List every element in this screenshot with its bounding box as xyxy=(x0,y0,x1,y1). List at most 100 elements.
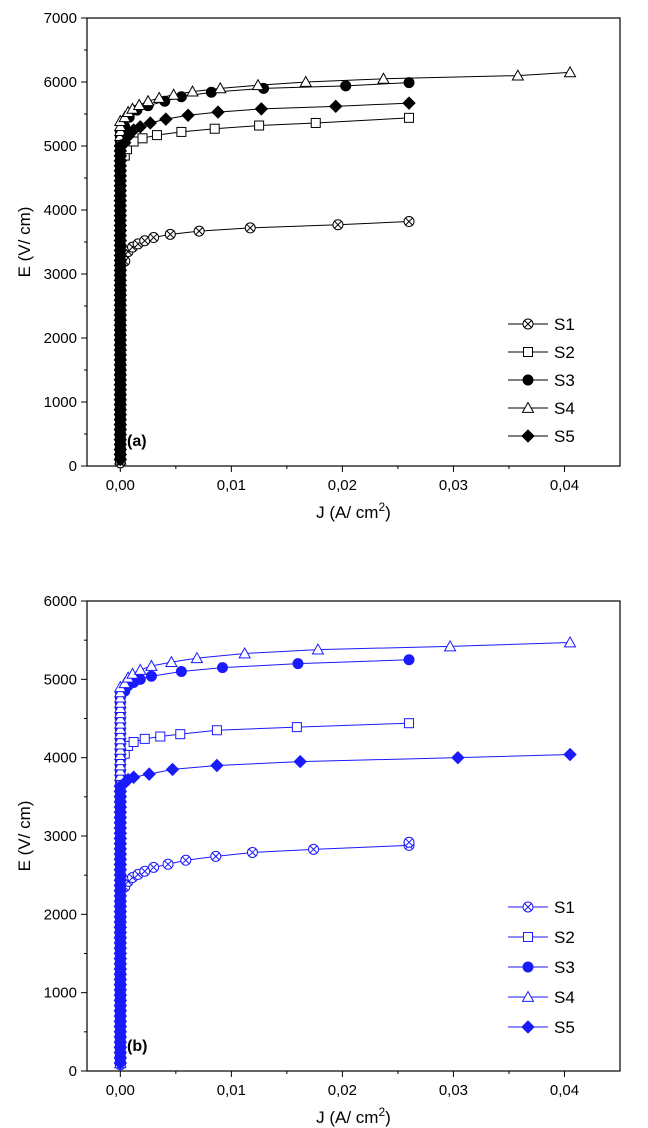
panel-b-series-s4-point-shape xyxy=(563,635,577,648)
panel-b-series-s1-point-cross-b xyxy=(309,845,318,854)
panel-a-legend: S1 S2 S3 S4 S5 xyxy=(508,315,575,446)
panel-a-series-s1-point-cross-b xyxy=(195,227,204,236)
panel-a-y-axis-label: E (V/ cm) xyxy=(15,207,34,278)
panel-a-series-s5-point xyxy=(133,120,148,134)
legend-label: S3 xyxy=(554,958,575,977)
legend-label: S1 xyxy=(554,315,575,334)
panel-a-series-s2-point xyxy=(404,112,415,123)
panel-b-y-tick-label: 3000 xyxy=(44,828,77,845)
panel-b-series-s3-point-shape xyxy=(403,654,415,666)
panel-a-x-axis-label-text: J (A/ cm xyxy=(316,503,378,522)
panel-b-series-s2-point xyxy=(155,731,166,742)
panel-b-series-s5-line xyxy=(119,754,571,1064)
panel-a-series-s4-point-shape xyxy=(152,91,166,103)
panel-b-series-s1-point xyxy=(210,850,222,862)
panel-a-series-s1-point-cross-b xyxy=(246,223,255,232)
panel-b-x-tick-label: 0,03 xyxy=(439,1082,468,1099)
panel-b-series-s5-point-shape xyxy=(563,747,577,762)
panel-a-series-s2-point xyxy=(254,120,265,131)
panel-a-series-s4-line xyxy=(119,71,571,460)
panel-a-series-s1-point xyxy=(244,222,256,234)
panel-a-series-s2-point-shape xyxy=(176,126,187,137)
panel-a-series-s4-point xyxy=(167,88,180,100)
panel-a-series-s1-point-cross-b xyxy=(334,220,342,229)
legend-marker xyxy=(521,1020,535,1034)
panel-a-series-s3-point-shape xyxy=(403,77,415,89)
panel-b-y-tick-label: 5000 xyxy=(44,671,77,688)
legend-entry-s1: S1 xyxy=(508,898,575,917)
legend-label: S4 xyxy=(554,988,575,1007)
legend-entry-s3: S3 xyxy=(508,371,575,390)
panel-a-panel-label: (a) xyxy=(127,433,147,450)
panel-b-series-s4-point xyxy=(238,646,252,659)
panel-a-series-s5-point xyxy=(159,112,173,126)
panel-b-series-s3-point xyxy=(403,654,415,666)
panel-b-series-s4-point-shape xyxy=(190,651,204,664)
panel-a-series-s3-line xyxy=(119,82,410,460)
panel-b-series-s5-point-shape xyxy=(451,750,465,765)
legend-marker-shape xyxy=(522,374,534,386)
panel-a-series-s4-point xyxy=(141,94,155,107)
panel-b-y-tick-label: 2000 xyxy=(44,906,77,923)
panel-b-series-s3-point-shape xyxy=(145,670,157,682)
legend-label: S3 xyxy=(554,371,575,390)
panel-b-series-s4-point xyxy=(311,643,325,655)
panel-a-series-s4-point-shape xyxy=(377,72,390,84)
panel-a-x-tick-label: 0,02 xyxy=(328,477,357,494)
legend-entry-s2: S2 xyxy=(508,343,575,362)
legend-marker xyxy=(522,374,534,386)
panel-a-series-s1-point xyxy=(193,225,205,237)
legend-marker-shape xyxy=(521,401,535,413)
panel-a-x-axis-label: J (A/ cm2) xyxy=(316,500,391,522)
legend-entry-s5: S5 xyxy=(508,1018,575,1037)
panel-a-y-tick-label: 6000 xyxy=(44,74,77,91)
panel-b-series-s4-point xyxy=(133,663,147,675)
panel-b-panel-label: (b) xyxy=(127,1038,147,1055)
panel-b-x-tick-label: 0,02 xyxy=(328,1082,357,1099)
panel-a-series-s5-point-shape xyxy=(181,108,195,122)
panel-b-series-s1-point xyxy=(162,858,174,870)
legend-label: S5 xyxy=(554,1018,575,1037)
panel-b-y-tick-label: 4000 xyxy=(44,750,77,767)
panel-a-x-tick-label: 0,01 xyxy=(217,477,246,494)
panel-a-series-s1-point xyxy=(403,216,415,228)
panel-b-series-s1-point-cross-b xyxy=(405,838,413,847)
panel-b-series-s5-point xyxy=(165,762,180,777)
panel-b-x-axis-label-superscript: 2 xyxy=(378,1105,385,1119)
panel-a-y-tick-label: 5000 xyxy=(44,138,77,155)
panel-a-series-s5-point xyxy=(254,102,269,116)
panel-a-series-s5-point xyxy=(211,105,225,119)
legend-marker xyxy=(522,318,534,330)
panel-a-series-s5-point-shape xyxy=(402,96,416,110)
panel-a-y-tick-label: 2000 xyxy=(44,330,77,347)
panel-a-series-s5 xyxy=(113,96,416,467)
panel-b-x-tick-label: 0,00 xyxy=(106,1082,135,1099)
panel-b-series-s5-point-shape xyxy=(210,758,224,773)
panel-a-series-s1-point xyxy=(332,219,344,231)
panel-b-series-s2-point-shape xyxy=(175,729,186,740)
panel-a-series-s3-point xyxy=(403,77,415,89)
panel-a-series-s2-point xyxy=(137,133,148,144)
panel-a-series-s4-point xyxy=(377,72,390,84)
panel-a-series-s1-point-cross-b xyxy=(166,230,175,239)
panel-b-series-s1-point xyxy=(403,836,415,848)
panel-b-series-s5-point xyxy=(142,767,156,781)
panel-b-series-s5-point-shape xyxy=(293,754,307,769)
panel-a-series-s5-point-shape xyxy=(133,120,148,134)
panel-b-series-s2-point-shape xyxy=(291,722,302,733)
panel-a-series-s4-point-shape xyxy=(213,81,227,94)
legend-marker-cross-b xyxy=(524,320,532,328)
panel-a-series-s5-line xyxy=(119,102,410,460)
legend-marker-shape xyxy=(521,429,535,443)
panel-a-x-axis-label-superscript: 2 xyxy=(378,500,385,514)
panel-b-series-s4-point-shape xyxy=(238,646,252,659)
panel-b-series-s3-point xyxy=(292,658,304,670)
panel-b-series-s1-point-cross-b xyxy=(140,867,149,876)
legend-label: S2 xyxy=(554,928,575,947)
panel-b-series-s1-point-cross-b xyxy=(211,852,220,861)
panel-a-series-s4-point xyxy=(132,98,146,110)
panel-b-series-s3-point-shape xyxy=(292,658,304,670)
panel-b-series-s2 xyxy=(115,718,415,1069)
panel-b-series-s4-point-shape xyxy=(145,659,158,671)
